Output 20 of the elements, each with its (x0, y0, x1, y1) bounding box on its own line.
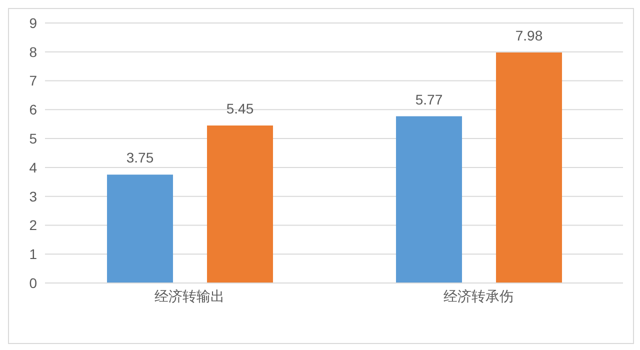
data-label: 7.98 (515, 27, 543, 44)
y-tick-label: 4 (29, 159, 38, 176)
data-label: 5.77 (415, 91, 443, 108)
bar (496, 52, 562, 283)
y-tick-label: 7 (29, 72, 38, 89)
x-tick-label: 经济转输出 (154, 288, 224, 304)
y-tick-label: 3 (29, 188, 38, 204)
y-tick-label: 8 (29, 44, 38, 60)
y-tick-label: 0 (29, 274, 38, 291)
data-label: 5.45 (226, 100, 254, 117)
y-tick-label: 1 (29, 246, 38, 262)
bar (207, 126, 273, 283)
y-tick-label: 2 (29, 217, 38, 234)
bar (107, 174, 173, 283)
y-tick-label: 6 (29, 102, 38, 118)
bar (396, 116, 462, 283)
x-tick-label: 经济转承伤 (444, 288, 514, 304)
data-label: 3.75 (126, 150, 154, 166)
y-tick-label: 9 (29, 14, 38, 31)
y-tick-label: 5 (29, 130, 38, 147)
